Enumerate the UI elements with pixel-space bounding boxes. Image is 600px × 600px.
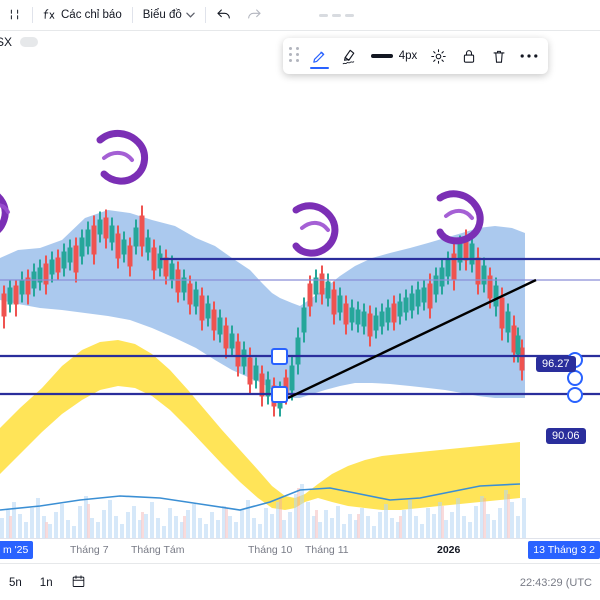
horizontal-rays[interactable]	[0, 257, 600, 396]
toolbar-divider-3	[204, 7, 206, 23]
selection-handles[interactable]	[271, 348, 583, 403]
line-width-preview	[370, 54, 393, 58]
redo-arrow-button[interactable]	[239, 0, 269, 30]
pencil-icon	[311, 48, 328, 65]
layout-button[interactable]: Biểu đồ	[136, 0, 202, 30]
bottom-bar: 5n 1n 22:43:29 (UTC	[0, 563, 600, 600]
more-options-button[interactable]	[514, 41, 544, 71]
drag-handle[interactable]	[289, 47, 300, 65]
trash-icon	[491, 48, 507, 65]
top-toolbar: Các chỉ báo Biểu đồ	[0, 0, 600, 31]
price-tag-lower[interactable]: 90.06	[546, 428, 586, 444]
undo-button[interactable]	[0, 0, 29, 30]
settings-button[interactable]	[423, 41, 453, 71]
highlighter-icon	[341, 46, 358, 66]
line-width-label: 4px	[398, 50, 418, 62]
volume-ma-line	[0, 483, 521, 511]
toolbar-overflow-placeholder	[318, 13, 354, 17]
chart-canvas[interactable]: 96.27 90.06	[0, 98, 600, 538]
symbol-ticker[interactable]: SX	[0, 35, 13, 49]
current-date-badge: 13 Tháng 3 2	[528, 541, 600, 559]
candlesticks	[1, 205, 525, 417]
x-tick-1: Tháng 7	[70, 544, 109, 556]
x-axis[interactable]: m '25 Tháng 7 Tháng Tám Tháng 10 Tháng 1…	[0, 538, 600, 564]
indicators-button[interactable]: Các chỉ báo	[36, 0, 129, 30]
price-tag-upper[interactable]: 96.27	[536, 356, 576, 372]
toolbar-divider-2	[131, 7, 133, 23]
lock-button[interactable]	[453, 41, 483, 71]
timeframe-1n[interactable]: 1n	[39, 576, 53, 589]
purple-drawings-light	[0, 151, 474, 232]
indicators-label: Các chỉ báo	[61, 9, 122, 21]
symbol-badge	[20, 37, 39, 47]
chevron-down-icon	[186, 11, 195, 20]
line-width-selector[interactable]: 4px	[365, 50, 424, 62]
gear-icon	[430, 48, 447, 65]
x-tick-4: Tháng 11	[305, 544, 349, 556]
undo-arrow-icon	[216, 7, 232, 23]
pencil-tool-button[interactable]	[304, 41, 334, 71]
fx-icon	[43, 7, 56, 23]
symbol-row: SX	[0, 31, 600, 53]
delete-button[interactable]	[484, 41, 514, 71]
more-horizontal-icon	[520, 53, 538, 59]
x-tick-0: m '25	[0, 541, 34, 559]
timeframe-5n[interactable]: 5n	[9, 576, 22, 589]
x-tick-3: Tháng 10	[248, 544, 293, 556]
x-tick-2: Tháng Tám	[131, 544, 185, 556]
undo-arrow-button[interactable]	[209, 0, 239, 30]
layout-label: Biểu đồ	[142, 9, 182, 21]
drawing-toolbar: 4px	[283, 38, 548, 74]
x-tick-5: 2026	[437, 544, 461, 556]
ichimoku-cloud-yellow	[0, 340, 520, 510]
volume-bars	[0, 484, 526, 538]
toolbar-divider-1	[32, 7, 33, 23]
redo-arrow-icon	[246, 7, 262, 23]
calendar-icon[interactable]	[62, 574, 95, 592]
trend-line[interactable]	[287, 278, 537, 400]
undo-icon	[7, 7, 22, 24]
clock-label: 22:43:29 (UTC	[519, 576, 592, 589]
highlighter-tool-button[interactable]	[335, 41, 365, 71]
purple-drawings	[0, 130, 484, 257]
lock-icon	[461, 48, 477, 65]
chart-graphics	[0, 130, 600, 538]
